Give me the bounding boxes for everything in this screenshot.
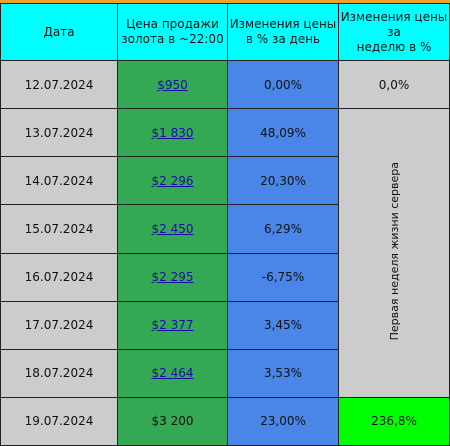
week-change: 236,8% bbox=[371, 414, 417, 429]
day-change-cell: -6,75% bbox=[227, 252, 339, 302]
header-cell: Цена продажи золота в ~22:00 bbox=[117, 3, 228, 61]
merged-note-cell: Первая неделя жизни сервера bbox=[338, 108, 450, 398]
table-body: 12.07.2024 $950 0,00% 0,0% 13.07.2024 $1 830 4… bbox=[0, 59, 450, 446]
table-row: 15.07.2024 $2 450 6,29% bbox=[0, 204, 450, 254]
day-change: 3,45% bbox=[263, 318, 303, 333]
day-change: 6,29% bbox=[263, 221, 303, 236]
price-link[interactable]: $2 295 bbox=[151, 270, 194, 285]
price-link[interactable]: $1 830 bbox=[151, 125, 194, 140]
week-change-cell: 236,8% bbox=[338, 396, 450, 446]
header-row: Дата Цена продажи золота в ~22:00 Изменения… bbox=[0, 3, 450, 61]
price-cell: $950 bbox=[117, 59, 228, 110]
price-link[interactable]: $2 377 bbox=[151, 318, 194, 333]
table-row: 12.07.2024 $950 0,00% 0,0% bbox=[0, 59, 450, 110]
date-cell: 19.07.2024 bbox=[0, 396, 118, 446]
date-cell: 13.07.2024 bbox=[0, 108, 118, 158]
header-text: неделю в % bbox=[356, 39, 432, 54]
table-row: 13.07.2024 $1 830 48,09% Первая неделя жизн… bbox=[0, 108, 450, 398]
day-change-cell: 0,00% bbox=[227, 59, 339, 110]
header-cell: Изменения цены в % за день bbox=[227, 3, 339, 61]
price-table: Дата Цена продажи золота в ~22:00 Изменения… bbox=[0, 3, 450, 446]
date-cell: 16.07.2024 bbox=[0, 252, 118, 302]
header-text: за bbox=[387, 24, 401, 39]
table-row: 16.07.2024 $2 295 -6,75% bbox=[0, 252, 450, 302]
table-row: 14.07.2024 $2 296 20,30% bbox=[0, 156, 450, 206]
header-text: Дата bbox=[43, 24, 75, 39]
table-row: 19.07.2024 $3 200 23,00% 236,8% bbox=[0, 396, 450, 446]
day-change-cell: 6,29% bbox=[227, 204, 339, 254]
table-row: 18.07.2024 $2 464 3,53% bbox=[0, 348, 450, 398]
header-text: Изменения цены bbox=[340, 9, 448, 24]
date: 16.07.2024 bbox=[24, 270, 94, 285]
day-change-cell: 48,09% bbox=[227, 108, 339, 158]
day-change: -6,75% bbox=[261, 270, 305, 285]
day-change: 20,30% bbox=[260, 173, 306, 188]
header-text: Цена продажи bbox=[126, 17, 219, 31]
header-cell: Дата bbox=[0, 3, 118, 61]
price-cell: $2 450 bbox=[117, 204, 228, 254]
header-text: Изменения цены bbox=[229, 17, 337, 31]
date: 12.07.2024 bbox=[24, 77, 94, 92]
week-change-cell: 0,0% bbox=[338, 59, 450, 110]
price-link[interactable]: $2 450 bbox=[151, 221, 194, 236]
price-cell: $2 295 bbox=[117, 252, 228, 302]
table-row: 17.07.2024 $2 377 3,45% bbox=[0, 300, 450, 350]
day-change: 0,00% bbox=[263, 77, 303, 92]
header-cell: Изменения цены за неделю в % bbox=[338, 3, 450, 61]
day-change-cell: 23,00% bbox=[227, 396, 339, 446]
sheet: Дата Цена продажи золота в ~22:00 Изменения… bbox=[0, 3, 450, 446]
day-change: 3,53% bbox=[263, 366, 303, 381]
date-cell: 17.07.2024 bbox=[0, 300, 118, 350]
merged-note: Первая неделя жизни сервера bbox=[387, 162, 401, 341]
day-change-cell: 20,30% bbox=[227, 156, 339, 206]
price-link[interactable]: $2 296 bbox=[151, 173, 194, 188]
day-change: 48,09% bbox=[260, 125, 306, 140]
price-link[interactable]: $2 464 bbox=[151, 366, 194, 381]
date-cell: 18.07.2024 bbox=[0, 348, 118, 398]
price-cell: $2 377 bbox=[117, 300, 228, 350]
day-change-cell: 3,53% bbox=[227, 348, 339, 398]
date: 15.07.2024 bbox=[24, 221, 94, 236]
week-change: 0,0% bbox=[378, 77, 410, 92]
date: 17.07.2024 bbox=[24, 318, 94, 333]
price-cell: $2 296 bbox=[117, 156, 228, 206]
day-change: 23,00% bbox=[260, 414, 306, 429]
date: 18.07.2024 bbox=[24, 366, 94, 381]
date-cell: 14.07.2024 bbox=[0, 156, 118, 206]
date-cell: 15.07.2024 bbox=[0, 204, 118, 254]
price-cell: $3 200 bbox=[117, 396, 228, 446]
header-text: в % за день bbox=[245, 32, 321, 46]
price-cell: $1 830 bbox=[117, 108, 228, 158]
date-cell: 12.07.2024 bbox=[0, 59, 118, 110]
day-change-cell: 3,45% bbox=[227, 300, 339, 350]
date: 13.07.2024 bbox=[24, 125, 94, 140]
price: $3 200 bbox=[151, 414, 194, 429]
date: 14.07.2024 bbox=[24, 173, 94, 188]
date: 19.07.2024 bbox=[24, 414, 94, 429]
header-text: золота в ~22:00 bbox=[121, 32, 224, 46]
price-cell: $2 464 bbox=[117, 348, 228, 398]
price-link[interactable]: $950 bbox=[157, 77, 188, 92]
